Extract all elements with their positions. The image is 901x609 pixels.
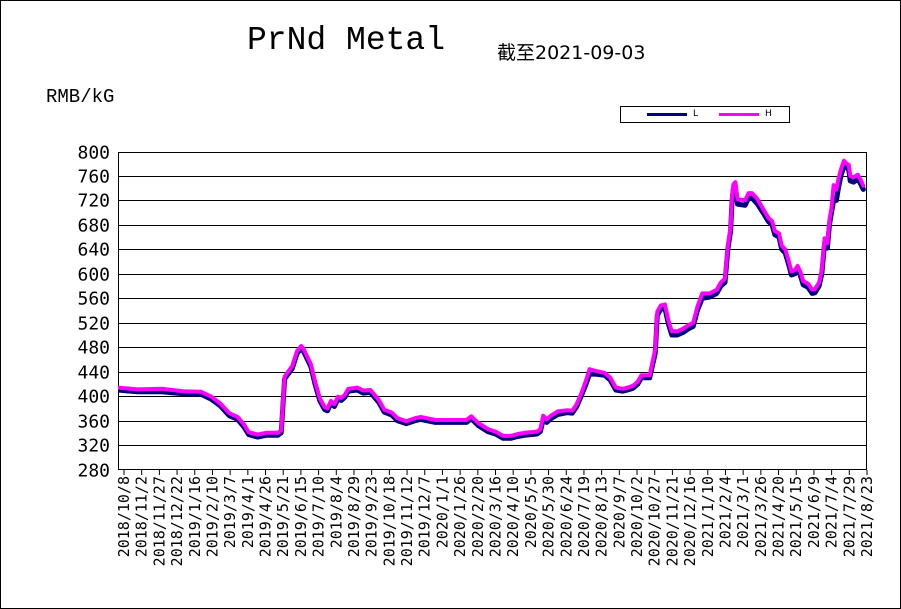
y-tick-label-480: 480 (77, 338, 110, 359)
legend: L H (620, 106, 790, 123)
y-tick-label-640: 640 (77, 240, 110, 261)
x-tick-label-22: 2020/4/10 (504, 476, 522, 557)
x-tick-label-33: 2021/1/10 (699, 476, 717, 557)
x-tick-label-21: 2020/3/16 (487, 476, 505, 557)
x-tick-label-5: 2019/2/10 (203, 476, 221, 557)
legend-swatch-l (647, 113, 687, 116)
y-tick-label-400: 400 (77, 387, 110, 408)
legend-label-h: H (765, 109, 772, 119)
x-tick-label-12: 2019/8/4 (327, 476, 345, 548)
series-line-h (118, 158, 866, 438)
x-tick-label-24: 2020/5/30 (540, 476, 558, 557)
x-tick-label-17: 2019/12/7 (416, 476, 434, 557)
x-tick-label-29: 2020/10/2 (628, 476, 646, 557)
x-tick-label-34: 2021/2/4 (716, 476, 734, 548)
chart-title: PrNd Metal (247, 22, 446, 59)
x-tick-label-10: 2019/6/15 (292, 476, 310, 557)
x-tick-label-8: 2019/4/26 (257, 476, 275, 557)
y-tick-label-600: 600 (77, 265, 110, 286)
y-tick-label-520: 520 (77, 314, 110, 335)
x-tick-label-31: 2020/11/21 (663, 476, 681, 566)
y-tick-label-680: 680 (77, 216, 110, 237)
x-tick-label-42: 2021/8/23 (858, 476, 876, 557)
x-tick-label-2: 2018/11/27 (150, 476, 168, 566)
x-tick-label-16: 2019/11/12 (398, 476, 416, 566)
x-tick-label-27: 2020/8/13 (593, 476, 611, 557)
y-tick-label-440: 440 (77, 363, 110, 384)
y-tick-label-280: 280 (77, 461, 110, 482)
x-tick-label-6: 2019/3/7 (221, 476, 239, 548)
x-tick-label-14: 2019/9/23 (363, 476, 381, 557)
x-tick-label-23: 2020/5/5 (522, 476, 540, 548)
legend-label-l: L (693, 109, 699, 119)
y-tick-label-800: 800 (77, 143, 110, 164)
x-tick-label-7: 2019/4/1 (239, 476, 257, 548)
x-tick-label-35: 2021/3/1 (734, 476, 752, 548)
x-tick-label-0: 2018/10/8 (115, 476, 133, 557)
series-line-l (118, 164, 866, 441)
plot-area-border (118, 152, 867, 470)
x-tick-label-25: 2020/6/24 (557, 476, 575, 557)
y-tick-label-760: 760 (77, 167, 110, 188)
x-tick-label-26: 2020/7/19 (575, 476, 593, 557)
x-tick-label-4: 2019/1/16 (186, 476, 204, 557)
y-axis-unit-label: RMB/kG (46, 86, 115, 108)
x-tick-label-18: 2020/1/1 (433, 476, 451, 548)
x-tick-label-30: 2020/10/27 (646, 476, 664, 566)
x-tick-label-36: 2021/3/26 (752, 476, 770, 557)
y-tick-label-560: 560 (77, 289, 110, 310)
x-tick-label-11: 2019/7/10 (310, 476, 328, 557)
x-tick-label-15: 2019/10/18 (380, 476, 398, 566)
chart-subtitle: 截至2021-09-03 (497, 42, 646, 64)
x-tick-label-19: 2020/1/26 (451, 476, 469, 557)
x-tick-label-40: 2021/7/4 (823, 476, 841, 548)
x-tick-label-20: 2020/2/20 (469, 476, 487, 557)
x-tick-label-38: 2021/5/15 (787, 476, 805, 557)
x-tick-label-3: 2018/12/22 (168, 476, 186, 566)
x-tick-label-32: 2020/12/16 (681, 476, 699, 566)
y-tick-label-320: 320 (77, 436, 110, 457)
x-tick-label-37: 2021/4/20 (770, 476, 788, 557)
x-tick-label-41: 2021/7/29 (840, 476, 858, 557)
x-tick-label-13: 2019/8/29 (345, 476, 363, 557)
x-tick-label-1: 2018/11/2 (133, 476, 151, 557)
x-tick-label-28: 2020/9/7 (610, 476, 628, 548)
x-tick-label-9: 2019/5/21 (274, 476, 292, 557)
x-tick-label-39: 2021/6/9 (805, 476, 823, 548)
legend-swatch-h (719, 113, 759, 116)
y-tick-label-360: 360 (77, 412, 110, 433)
y-tick-label-720: 720 (77, 191, 110, 212)
